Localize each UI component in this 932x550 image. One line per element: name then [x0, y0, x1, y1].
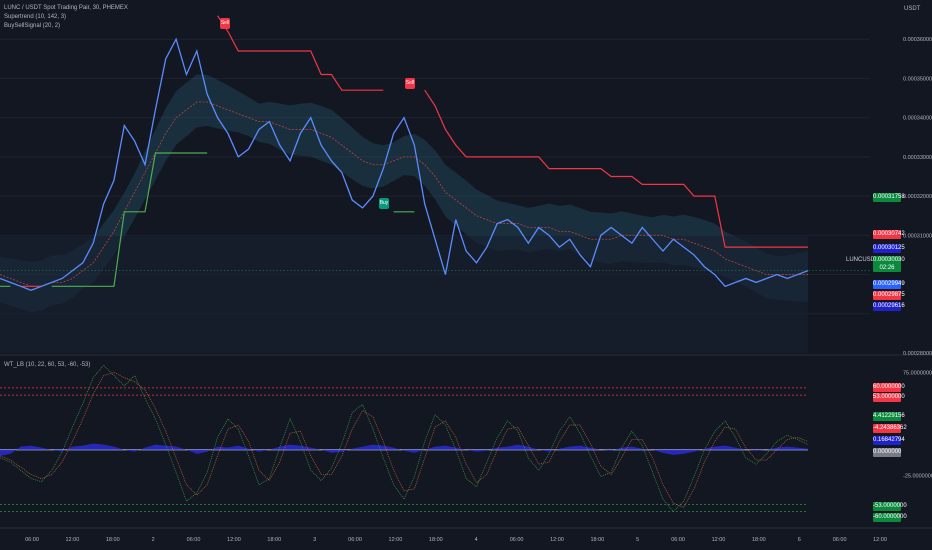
time-axis-label: 06:00: [348, 537, 362, 543]
price-axis-tick: 0.00032000: [903, 194, 932, 200]
time-axis-label: 4: [475, 537, 478, 543]
supertrend-down-line: [20, 15, 808, 287]
time-axis-label: 06:00: [25, 537, 39, 543]
time-axis-label: 06:00: [671, 537, 685, 543]
time-axis-label: 3: [313, 537, 316, 543]
chart-title: LUNC / USDT Spot Trading Pair, 30, PHEME…: [4, 5, 128, 11]
price-tag: 0.00029875: [873, 291, 905, 300]
time-axis-label: 06:00: [187, 537, 201, 543]
time-axis-label: 2: [152, 537, 155, 543]
time-axis-label: 12:00: [712, 537, 726, 543]
oscillator-histogram: [0, 443, 808, 456]
time-axis-label: 06:00: [510, 537, 524, 543]
time-axis-label: 18:00: [752, 537, 766, 543]
oscillator-legend[interactable]: WT_LB (10, 22, 60, 53, -60, -53): [4, 362, 91, 368]
price-axis-tick: 0.00033000: [903, 155, 932, 161]
price-tag: 0.00029616: [873, 302, 905, 311]
symbol-label: LUNCUSDT: [846, 257, 879, 263]
osc-level-tag: 53.0000000: [873, 393, 905, 402]
osc-level-tag: -53.0000000: [873, 502, 907, 511]
time-axis-label: 12:00: [389, 537, 403, 543]
oscillator-pane: [0, 364, 809, 513]
currency-label: USDT: [904, 6, 921, 12]
price-pane: [0, 15, 870, 353]
osc-value-tag: 0.16842794: [873, 436, 905, 445]
volume-profile-area: [0, 235, 808, 353]
buysell-legend[interactable]: BuySellSignal (20, 2): [4, 23, 61, 29]
osc-level-tag: 60.0000000: [873, 383, 905, 392]
sell-signal: Sell: [220, 18, 230, 29]
price-tag: 0.00030742: [873, 230, 905, 239]
time-axis-label: 6: [798, 537, 801, 543]
wt2-line: [0, 372, 809, 508]
supertrend-legend[interactable]: Supertrend (10, 142, 3): [4, 14, 67, 20]
osc-axis-tick: 75.0000000: [903, 370, 932, 376]
supertrend-up-line: [0, 152, 415, 287]
osc-zero-tag: 0.0000000: [873, 448, 902, 457]
time-axis-label: 12:00: [550, 537, 564, 543]
candle-countdown: 02:26: [879, 265, 895, 271]
bollinger-basis-line: [0, 101, 808, 287]
sell-signal: Sell: [405, 78, 415, 89]
time-axis-label: 12:00: [227, 537, 241, 543]
time-axis-label: 5: [636, 537, 639, 543]
time-axis-label: 18:00: [590, 537, 604, 543]
price-line: [0, 37, 809, 291]
time-axis-label: 18:00: [106, 537, 120, 543]
current-price: 0.00030030: [873, 257, 905, 263]
osc-axis-tick: -25.0000000: [903, 473, 932, 479]
price-axis-tick: 0.00036000: [903, 37, 932, 43]
price-axis-tick: 0.00028000: [903, 351, 932, 357]
osc-value-tag: -4.24386362: [873, 424, 907, 433]
axes: 0.00036000 0.00035000 0.00034000 0.00033000…: [25, 37, 932, 543]
time-axis-label: 18:00: [429, 537, 443, 543]
wt1-line: [0, 364, 809, 513]
current-price-tag: 0.00030030 02:26: [873, 256, 905, 272]
time-axis-label: 18:00: [267, 537, 281, 543]
price-tag: 0.00031758: [873, 193, 905, 202]
price-tag: 0.00029949: [873, 280, 905, 289]
buy-signal: Buy: [379, 198, 389, 209]
osc-value-tag: 4.41229156: [873, 412, 905, 421]
time-axis-label: 12:00: [873, 537, 887, 543]
price-tag: 0.00030125: [873, 244, 905, 253]
time-axis-label: 12:00: [65, 537, 79, 543]
osc-level-tag: -60.0000000: [873, 513, 907, 522]
price-axis-tick: 0.00034000: [903, 116, 932, 122]
price-axis-tick: 0.00035000: [903, 76, 932, 82]
time-axis-label: 06:00: [833, 537, 847, 543]
price-axis-tick: 0.00031000: [903, 233, 932, 239]
